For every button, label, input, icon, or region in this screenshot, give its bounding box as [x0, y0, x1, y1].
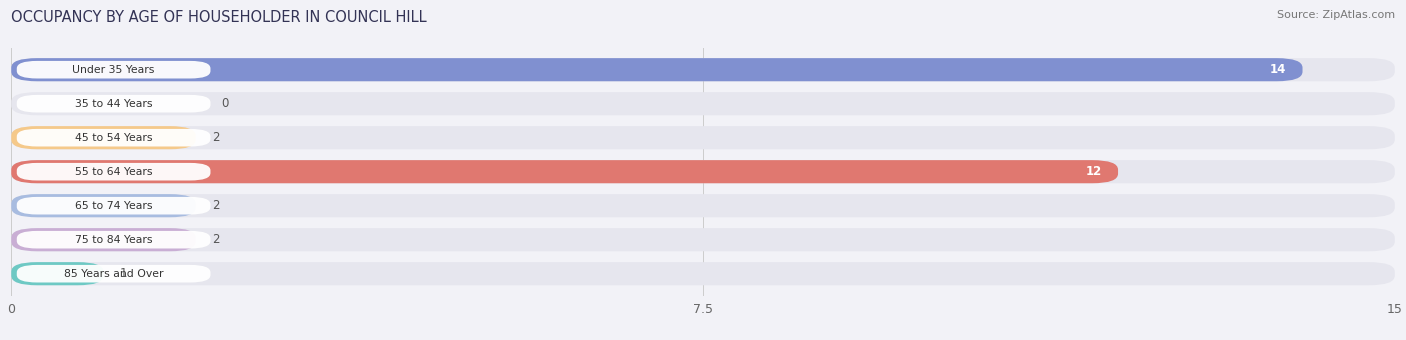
Text: 35 to 44 Years: 35 to 44 Years	[75, 99, 152, 109]
FancyBboxPatch shape	[11, 262, 1395, 285]
Text: 2: 2	[212, 199, 219, 212]
FancyBboxPatch shape	[11, 126, 195, 149]
FancyBboxPatch shape	[17, 163, 211, 181]
FancyBboxPatch shape	[11, 160, 1395, 183]
Text: Source: ZipAtlas.com: Source: ZipAtlas.com	[1277, 10, 1395, 20]
Text: 45 to 54 Years: 45 to 54 Years	[75, 133, 152, 143]
Text: 55 to 64 Years: 55 to 64 Years	[75, 167, 152, 177]
Text: OCCUPANCY BY AGE OF HOUSEHOLDER IN COUNCIL HILL: OCCUPANCY BY AGE OF HOUSEHOLDER IN COUNC…	[11, 10, 427, 25]
Text: 2: 2	[212, 131, 219, 144]
FancyBboxPatch shape	[17, 61, 211, 79]
FancyBboxPatch shape	[17, 95, 211, 113]
FancyBboxPatch shape	[11, 194, 1395, 217]
FancyBboxPatch shape	[11, 92, 1395, 115]
Text: 2: 2	[212, 233, 219, 246]
FancyBboxPatch shape	[11, 228, 1395, 251]
FancyBboxPatch shape	[17, 129, 211, 147]
Text: 1: 1	[120, 267, 128, 280]
Text: 0: 0	[222, 97, 229, 110]
FancyBboxPatch shape	[11, 58, 1395, 81]
Text: 12: 12	[1085, 165, 1101, 178]
FancyBboxPatch shape	[11, 194, 195, 217]
FancyBboxPatch shape	[11, 160, 1118, 183]
FancyBboxPatch shape	[11, 126, 1395, 149]
Text: 65 to 74 Years: 65 to 74 Years	[75, 201, 152, 211]
Text: 85 Years and Over: 85 Years and Over	[63, 269, 163, 279]
FancyBboxPatch shape	[11, 58, 1302, 81]
FancyBboxPatch shape	[17, 265, 211, 283]
Text: 14: 14	[1270, 63, 1286, 76]
Text: Under 35 Years: Under 35 Years	[73, 65, 155, 75]
FancyBboxPatch shape	[17, 197, 211, 215]
Text: 75 to 84 Years: 75 to 84 Years	[75, 235, 152, 245]
FancyBboxPatch shape	[11, 228, 195, 251]
FancyBboxPatch shape	[11, 262, 104, 285]
FancyBboxPatch shape	[17, 231, 211, 249]
